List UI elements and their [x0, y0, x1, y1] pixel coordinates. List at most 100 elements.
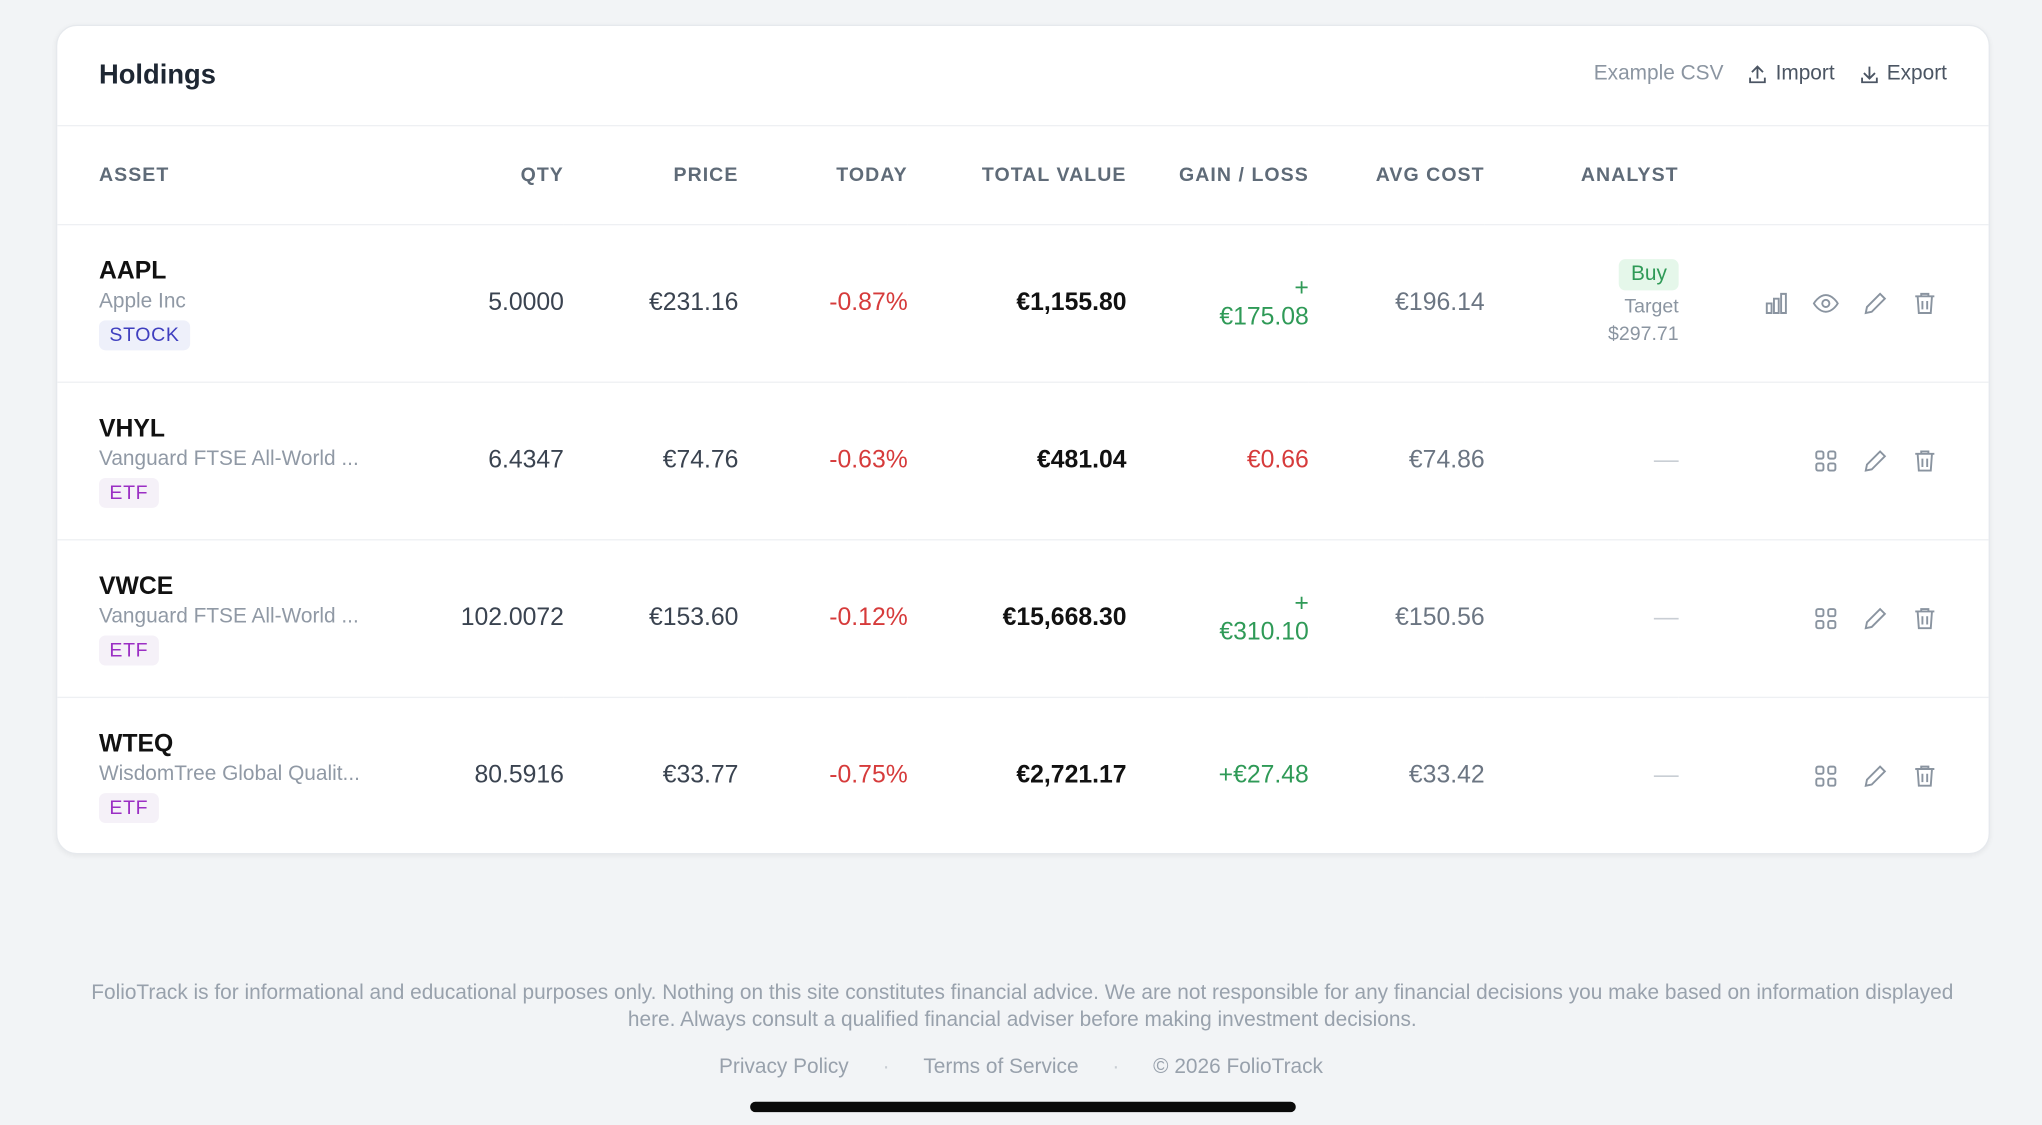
- qty-cell: 6.4347: [391, 382, 564, 541]
- actions-cell: [1679, 697, 1989, 853]
- gain-loss-value: €0.66: [1246, 446, 1309, 475]
- trash-icon[interactable]: [1910, 762, 1939, 791]
- grid-icon[interactable]: [1811, 447, 1840, 476]
- column-header: GAIN / LOSS: [1126, 126, 1309, 226]
- asset-symbol: VWCE: [98, 572, 174, 600]
- gain-loss-value: + €310.10: [1219, 589, 1309, 646]
- home-indicator: [750, 1101, 1296, 1113]
- price-cell: €33.77: [662, 761, 739, 790]
- total-value-cell: €481.04: [907, 382, 1127, 541]
- analyst-cell: —: [1484, 382, 1679, 541]
- holding-row: VHYL Vanguard FTSE All-World ... ETF 6.4347…: [57, 382, 1989, 541]
- import-icon: [1749, 64, 1767, 83]
- import-button[interactable]: Import: [1747, 63, 1835, 86]
- asset-type-badge: ETF: [98, 477, 159, 508]
- table-body: AAPL Apple Inc STOCK 5.0000 €231.16 -0.87% €1,…: [57, 224, 1989, 853]
- gain-loss-value: + €175.08: [1219, 274, 1309, 331]
- analyst-target: $297.71: [1608, 322, 1679, 346]
- column-header: QTY: [391, 126, 564, 226]
- holdings-card: Holdings Example CSV Import Export ASSET…: [55, 24, 1990, 855]
- asset-symbol: VHYL: [98, 414, 165, 443]
- gain-loss-cell: +€27.48: [1126, 697, 1309, 853]
- footer-link[interactable]: Terms of Service: [923, 1056, 1079, 1079]
- edit-icon[interactable]: [1861, 762, 1890, 791]
- asset-symbol: AAPL: [98, 257, 167, 285]
- row-actions: [1679, 762, 1989, 791]
- footer-link: © 2026 FolioTrack: [1153, 1056, 1323, 1079]
- disclaimer: FolioTrack is for informational and educ…: [91, 981, 1954, 1032]
- edit-icon[interactable]: [1861, 447, 1890, 476]
- link-separator: ·: [882, 1056, 890, 1079]
- today-cell: -0.75%: [829, 761, 908, 790]
- total-value-cell: €1,155.80: [907, 224, 1127, 383]
- trash-icon[interactable]: [1910, 604, 1939, 633]
- qty-cell: 102.0072: [391, 539, 564, 699]
- column-header-actions: [1678, 126, 1989, 226]
- qty-cell: 80.5916: [474, 761, 564, 790]
- grid-icon[interactable]: [1811, 762, 1840, 791]
- actions-cell: [1678, 539, 1989, 699]
- column-header: ASSET: [57, 126, 392, 226]
- column-header: TOTAL VALUE: [907, 126, 1127, 226]
- column-header: AVG COST: [1308, 126, 1485, 226]
- export-icon: [1860, 65, 1878, 83]
- total-value-cell: €15,668.30: [907, 539, 1127, 699]
- holding-row: VWCE Vanguard FTSE All-World ... ETF 102.00…: [57, 539, 1989, 699]
- analyst-cell: —: [1484, 539, 1679, 699]
- avg-cost-cell: €150.56: [1308, 539, 1485, 699]
- total-value-cell: €2,721.17: [1016, 761, 1127, 790]
- asset-name: WisdomTree Global Qualit...: [98, 762, 360, 785]
- trash-icon[interactable]: [1910, 289, 1939, 318]
- trash-icon[interactable]: [1910, 447, 1939, 476]
- gain-loss-cell: €0.66: [1126, 382, 1309, 541]
- example-csv-link[interactable]: Example CSV: [1593, 62, 1724, 85]
- avg-cost-cell: €33.42: [1408, 761, 1485, 790]
- avg-cost-cell: €74.86: [1308, 382, 1485, 541]
- gain-loss-cell: + €310.10: [1126, 539, 1309, 699]
- import-label: Import: [1775, 62, 1835, 85]
- column-header: ANALYST: [1484, 126, 1679, 226]
- gain-loss-cell: + €175.08: [1126, 224, 1309, 383]
- asset-name: Vanguard FTSE All-World ...: [98, 604, 359, 628]
- edit-icon[interactable]: [1861, 289, 1890, 318]
- qty-cell: 5.0000: [391, 224, 564, 383]
- column-header: PRICE: [563, 126, 739, 226]
- eye-icon[interactable]: [1811, 289, 1840, 318]
- today-cell: -0.12%: [738, 539, 908, 699]
- price-cell: €231.16: [563, 224, 739, 383]
- header-row: ASSET QTY PRICE TODAY TOTAL VALUE GAIN / LOSS…: [57, 126, 1989, 226]
- export-label: Export: [1886, 62, 1947, 85]
- today-cell: -0.87%: [738, 224, 908, 383]
- actions-cell: [1678, 224, 1989, 383]
- grid-icon[interactable]: [1811, 604, 1840, 633]
- link-separator: ·: [1112, 1056, 1120, 1079]
- asset-cell: VWCE Vanguard FTSE All-World ... ETF: [57, 539, 392, 699]
- asset-cell: VHYL Vanguard FTSE All-World ... ETF: [57, 382, 392, 541]
- analyst-cell: Buy Target $297.71: [1484, 224, 1679, 383]
- asset-cell: AAPL Apple Inc STOCK: [57, 224, 392, 383]
- holding-row: AAPL Apple Inc STOCK 5.0000 €231.16 -0.87% €1,…: [57, 224, 1989, 383]
- row-actions: [1679, 289, 1989, 318]
- edit-icon[interactable]: [1861, 604, 1890, 633]
- asset-cell: WTEQ WisdomTree Global Qualit... ETF: [57, 697, 392, 853]
- export-button[interactable]: Export: [1858, 63, 1947, 86]
- footer-links: Privacy Policy · Terms of Service · © 2026 F…: [0, 1056, 2042, 1079]
- asset-symbol: WTEQ: [98, 729, 174, 758]
- analyst-cell: —: [1485, 697, 1679, 853]
- avg-cost-cell: €196.14: [1308, 224, 1485, 383]
- chart-icon[interactable]: [1762, 289, 1791, 318]
- card-title: Holdings: [98, 59, 216, 90]
- today-cell: -0.63%: [738, 382, 908, 541]
- analyst-rating: Buy: [1619, 259, 1679, 291]
- asset-type-badge: STOCK: [98, 319, 191, 350]
- analyst-placeholder: —: [1653, 761, 1679, 790]
- asset-type-badge: ETF: [98, 634, 159, 665]
- holding-row: WTEQ WisdomTree Global Qualit... ETF 80.591…: [57, 697, 1989, 853]
- analyst-placeholder: —: [1653, 446, 1679, 475]
- footer-link[interactable]: Privacy Policy: [719, 1056, 849, 1079]
- holdings-table: ASSET QTY PRICE TODAY TOTAL VALUE GAIN / LOSS…: [57, 126, 1989, 853]
- column-header: TODAY: [738, 126, 908, 226]
- row-actions: [1679, 447, 1989, 476]
